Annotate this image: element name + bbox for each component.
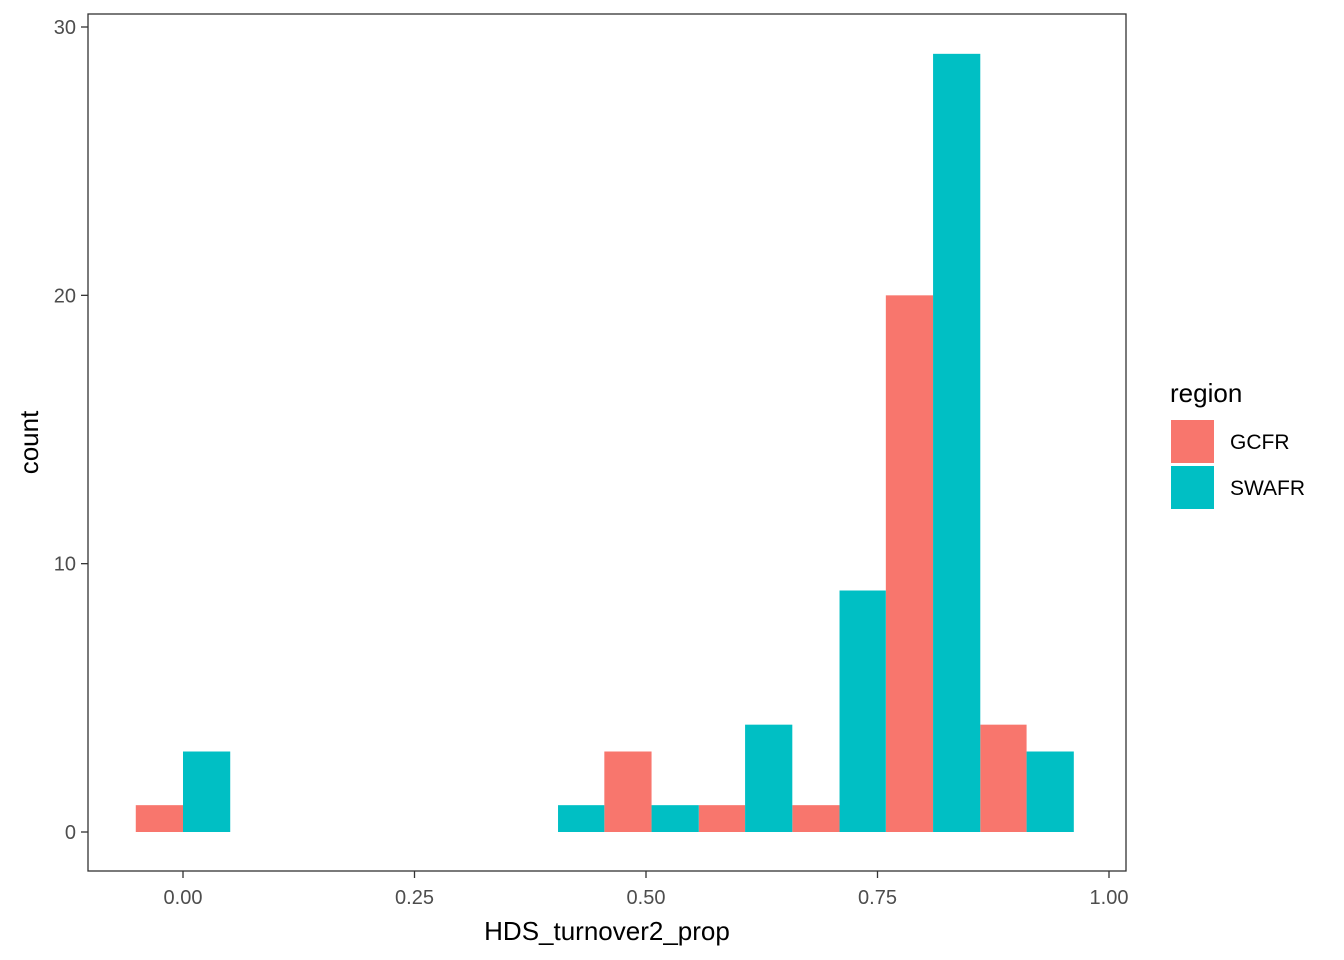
panel-border — [87, 13, 1127, 872]
legend-label-swafr: SWAFR — [1230, 477, 1305, 500]
legend-key-gcfr — [1171, 420, 1214, 463]
x-tick-label-1: 0.25 — [395, 887, 434, 909]
legend-key-swafr — [1171, 466, 1214, 509]
bar-gcfr-5 — [980, 724, 1027, 832]
y-tick-label-0: 0 — [65, 822, 76, 844]
x-axis-title: HDS_turnover2_prop — [484, 916, 730, 946]
bar-gcfr-3 — [792, 805, 840, 832]
bar-swafr-2 — [651, 805, 699, 832]
y-tick-label-2: 20 — [54, 285, 76, 307]
x-tick-label-4: 1.00 — [1090, 887, 1129, 909]
y-tick-label-3: 30 — [54, 17, 76, 39]
x-axis: 0.00 0.25 0.50 0.75 1.00 — [164, 871, 1129, 909]
y-tick-label-1: 10 — [54, 554, 76, 576]
legend-label-gcfr: GCFR — [1230, 431, 1290, 454]
x-tick-label-0: 0.00 — [164, 887, 203, 909]
bar-gcfr-2 — [698, 805, 746, 832]
legend-title: region — [1170, 378, 1242, 408]
bar-swafr-5 — [933, 53, 981, 833]
y-axis: 0 10 20 30 — [54, 17, 88, 844]
bar-swafr-6 — [1026, 751, 1074, 832]
bar-swafr-4 — [839, 590, 886, 832]
bar-swafr-0 — [183, 751, 231, 832]
bar-gcfr-4 — [885, 295, 934, 832]
bar-swafr-3 — [745, 724, 793, 832]
y-axis-title: count — [14, 410, 44, 474]
bars-layer — [135, 53, 1074, 833]
x-tick-label-2: 0.50 — [627, 887, 666, 909]
bar-swafr-1 — [558, 805, 605, 832]
bar-gcfr-0 — [135, 805, 183, 832]
x-tick-label-3: 0.75 — [858, 887, 897, 909]
legend: region GCFR SWAFR — [1170, 378, 1305, 509]
bar-gcfr-1 — [604, 751, 652, 832]
